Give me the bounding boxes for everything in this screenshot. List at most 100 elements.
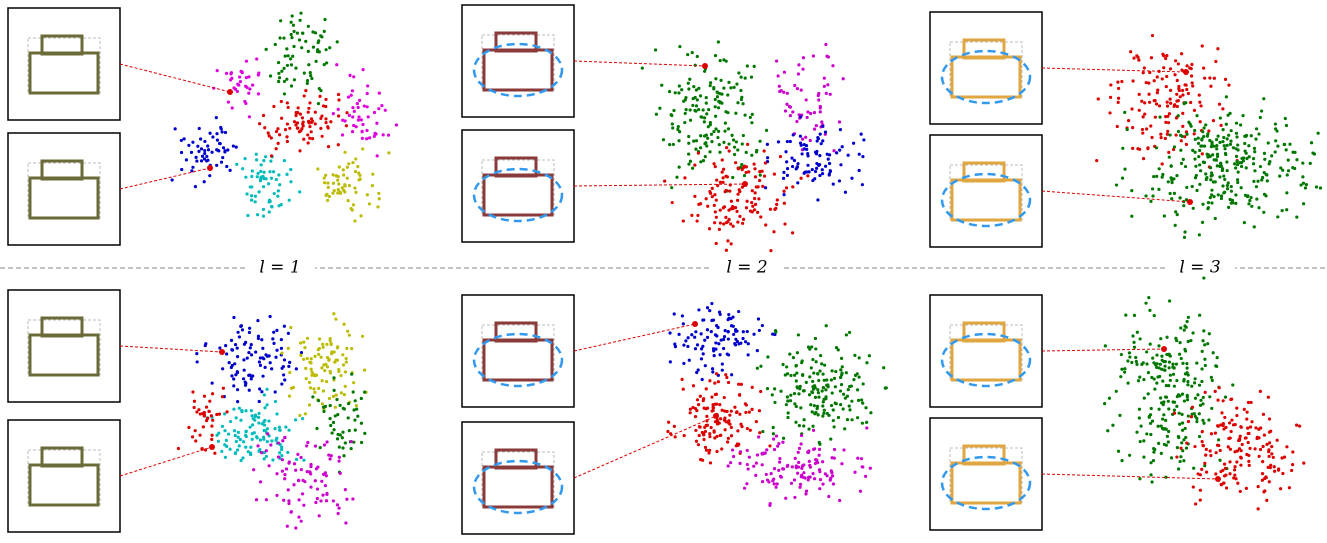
point [323,443,326,446]
point [1243,135,1246,138]
point [290,21,293,24]
point [722,222,725,225]
point [292,30,295,33]
point [242,377,245,380]
point [834,385,837,388]
point [307,63,310,66]
point [278,133,281,136]
point [1175,93,1178,96]
point [1215,159,1218,162]
point [203,152,206,155]
point [1291,450,1294,453]
point [1243,142,1246,145]
point [257,92,260,95]
point [1235,147,1238,150]
point [1229,140,1232,143]
point [732,455,735,458]
point [201,155,204,158]
point [1177,114,1180,117]
point [1255,197,1258,200]
point [1193,109,1196,112]
point [207,148,210,151]
point [811,168,814,171]
point [1236,160,1239,163]
point [1158,104,1161,107]
point [1229,398,1232,401]
point [275,412,278,415]
point [289,57,292,60]
point [241,456,244,459]
point [766,156,769,159]
point [678,45,681,48]
point [268,210,271,213]
point [1261,460,1264,463]
point [1231,201,1234,204]
point [203,149,206,152]
point [248,327,251,330]
point [308,137,311,140]
point [715,435,718,438]
point [750,408,753,411]
point [190,169,193,172]
point [827,414,830,417]
point [724,329,727,332]
point [307,111,310,114]
point [1229,448,1232,451]
point [1267,450,1270,453]
point [672,143,675,146]
anchor-point [227,89,233,95]
point [1228,472,1231,475]
point [325,440,328,443]
point [310,117,313,120]
point [249,453,252,456]
point [1267,396,1270,399]
point [782,193,785,196]
point [332,182,335,185]
point [820,362,823,365]
point [825,55,828,58]
point [356,165,359,168]
point [699,94,702,97]
point [354,399,357,402]
point [847,154,850,157]
point [795,464,798,467]
point [1191,81,1194,84]
point [1214,472,1217,475]
point [862,138,865,141]
anchor-point [702,63,708,69]
point [700,115,703,118]
point [243,369,246,372]
point [1139,337,1142,340]
point [803,147,806,150]
point [274,356,277,359]
point [789,374,792,377]
point [1202,126,1205,129]
point [1209,85,1212,88]
point [336,179,339,182]
point [698,425,701,428]
point [1156,425,1159,428]
point [852,378,855,381]
point [733,153,736,156]
point [1281,169,1284,172]
point [1260,109,1263,112]
point [1104,344,1107,347]
point [324,405,327,408]
point [682,219,685,222]
point [839,389,842,392]
point [1247,401,1250,404]
point [1230,129,1233,132]
point [345,498,348,501]
point [713,193,716,196]
point [225,352,228,355]
point [707,451,710,454]
point [306,357,309,360]
point [715,242,718,245]
point [810,390,813,393]
point [705,134,708,137]
point [299,113,302,116]
point [1259,390,1262,393]
point [808,393,811,396]
point [791,465,794,468]
point [715,216,718,219]
